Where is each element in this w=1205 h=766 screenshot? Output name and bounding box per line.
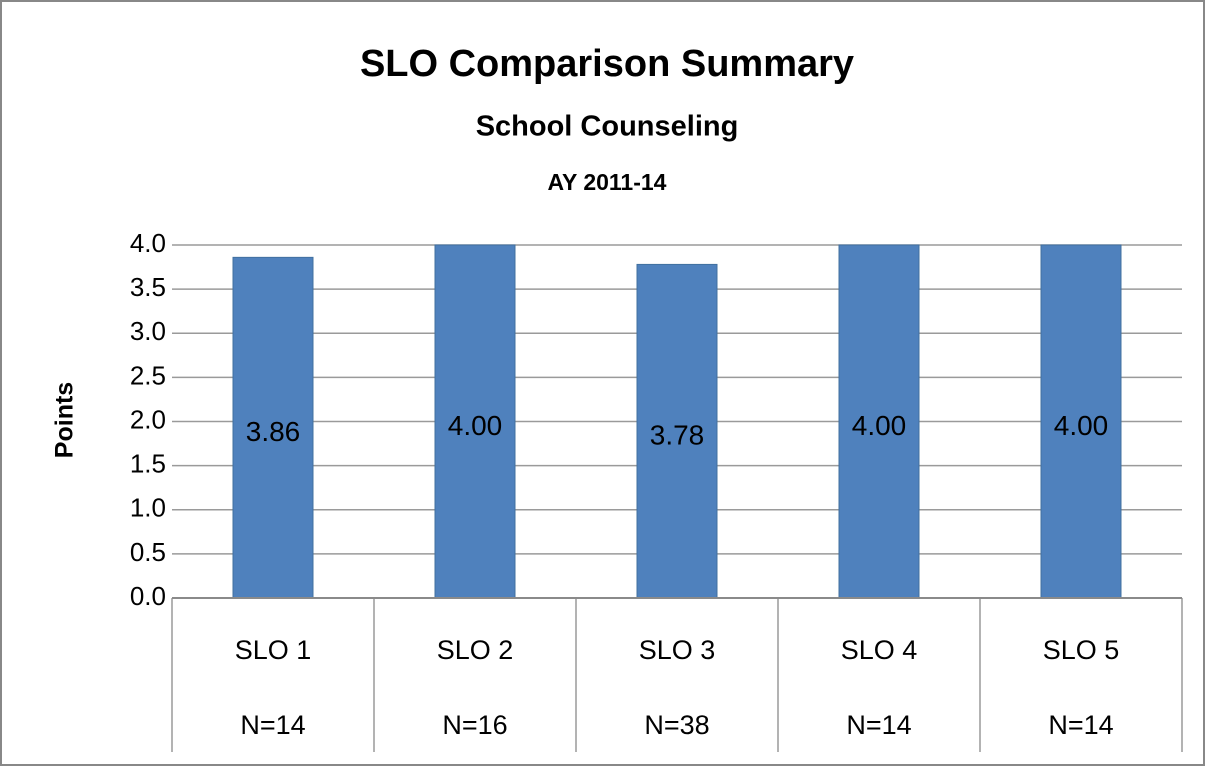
chart-title: SLO Comparison Summary — [360, 43, 854, 85]
y-tick-label: 3.5 — [130, 272, 166, 302]
y-tick-label: 0.5 — [130, 537, 166, 567]
chart-subtitle: AY 2011-14 — [548, 169, 667, 195]
chart-subtitle: School Counseling — [476, 111, 739, 143]
x-tick-label: SLO 5 — [1043, 635, 1120, 665]
x-tick-sublabel: N=14 — [846, 710, 911, 740]
bar — [636, 263, 718, 599]
data-label: 3.78 — [650, 420, 705, 451]
y-tick-label: 0.0 — [130, 581, 166, 611]
x-tick-sublabel: N=14 — [240, 710, 305, 740]
data-label: 4.00 — [852, 410, 907, 441]
data-label: 4.00 — [448, 410, 503, 441]
bar — [434, 244, 516, 599]
y-tick-label: 1.0 — [130, 493, 166, 523]
data-label: 4.00 — [1054, 410, 1109, 441]
y-tick-label: 3.0 — [130, 316, 166, 346]
y-axis-label: Points — [51, 382, 79, 458]
x-tick-label: SLO 2 — [437, 635, 514, 665]
x-tick-label: SLO 4 — [841, 635, 918, 665]
y-tick-label: 2.5 — [130, 360, 166, 390]
y-tick-label: 4.0 — [130, 228, 166, 258]
x-tick-sublabel: N=14 — [1048, 710, 1113, 740]
x-tick-sublabel: N=38 — [644, 710, 709, 740]
y-tick-label: 2.0 — [130, 404, 166, 434]
x-tick-sublabel: N=16 — [442, 710, 507, 740]
x-tick-label: SLO 3 — [639, 635, 716, 665]
x-tick-label: SLO 1 — [235, 635, 312, 665]
y-tick-label: 1.5 — [130, 449, 166, 479]
bar — [232, 256, 314, 599]
bar — [838, 244, 920, 599]
data-label: 3.86 — [246, 416, 301, 447]
bar — [1040, 244, 1122, 599]
